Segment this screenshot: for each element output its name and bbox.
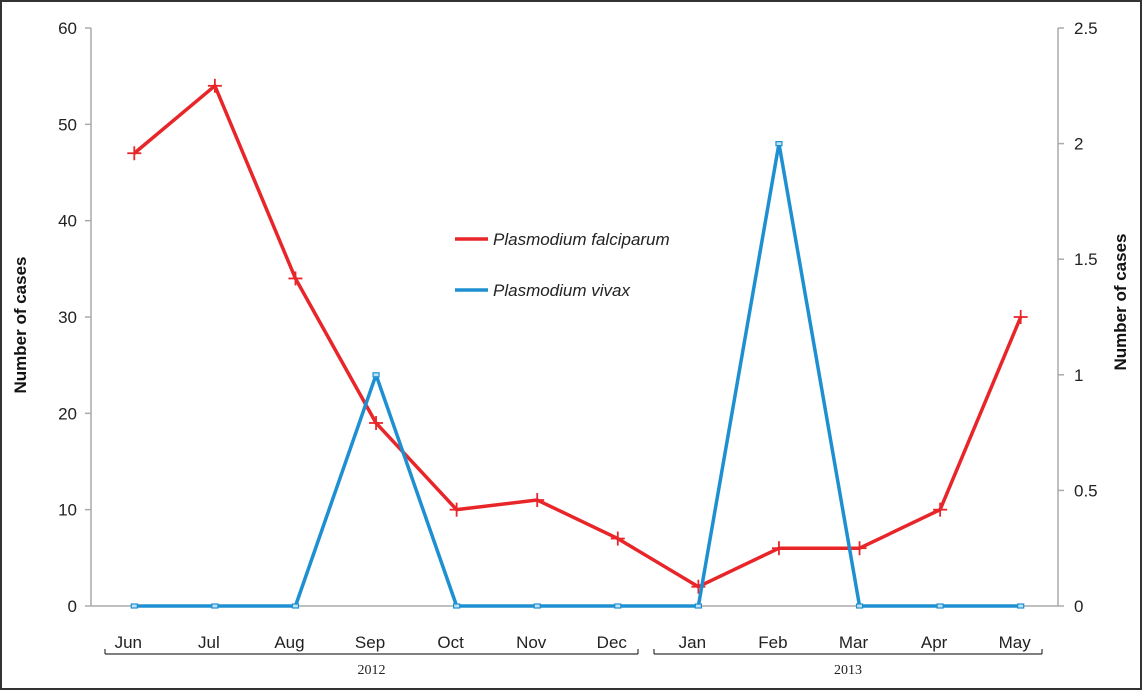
data-point-falciparum [207,78,222,93]
right-y-tick-label: 2.5 [1074,19,1098,38]
data-point-falciparum [369,415,384,430]
right-y-ticks: 0 0.5 1 1.5 2 2.5 [1058,19,1098,616]
x-tick-label: Nov [516,633,547,652]
data-point-falciparum [288,271,303,286]
x-tick-label: Aug [274,633,304,652]
data-point-vivax [614,603,622,609]
data-point-falciparum [771,541,786,556]
x-tick-label: Feb [758,633,787,652]
data-point-falciparum [852,541,867,556]
left-y-tick-label: 50 [58,115,77,134]
legend-label-vivax: Plasmodium vivax [493,281,630,300]
x-tick-label: Sep [355,633,385,652]
left-y-tick-label: 20 [58,404,77,423]
series-line-vivax [134,141,1021,608]
data-point-falciparum [127,146,142,161]
data-point-vivax [211,603,219,609]
data-point-vivax [291,603,300,609]
data-point-vivax [855,603,864,609]
x-tick-label: May [999,633,1032,652]
x-tick-label: Jan [679,633,706,652]
year-group-label: 2013 [834,663,862,678]
left-y-ticks: 0 10 20 30 40 50 60 [58,19,91,616]
data-point-vivax [775,141,783,147]
year-groups: 2012 2013 [104,649,1043,678]
x-tick-label: Oct [437,633,464,652]
right-y-axis-title: Number of cases [1111,234,1130,371]
data-point-vivax [1017,603,1025,609]
right-y-tick-label: 2 [1074,135,1083,154]
left-y-tick-label: 60 [58,19,77,38]
data-point-vivax [372,372,380,378]
right-y-tick-label: 1.5 [1074,250,1098,269]
right-y-tick-label: 0.5 [1074,481,1098,500]
year-group-label: 2012 [358,663,386,678]
data-point-falciparum [610,531,625,546]
right-y-tick-label: 1 [1074,366,1083,385]
data-point-vivax [130,603,138,609]
data-point-vivax [533,603,541,609]
left-y-tick-label: 30 [58,308,77,327]
left-y-axis-title: Number of cases [11,257,30,394]
data-point-falciparum [449,502,464,517]
right-y-tick-label: 0 [1074,597,1083,616]
data-point-vivax [694,603,702,609]
x-ticks: Jun Jul Aug Sep Oct Nov Dec Jan Feb Mar Apr May [115,633,1032,652]
data-point-falciparum [933,502,948,517]
x-tick-label: Dec [597,633,628,652]
series-line-falciparum [133,84,1023,589]
left-y-tick-label: 40 [58,212,77,231]
x-tick-label: Apr [921,633,948,652]
data-point-falciparum [1013,310,1028,324]
legend-label-falciparum: Plasmodium falciparum [493,230,670,249]
data-point-vivax [936,603,944,609]
data-point-vivax [453,603,461,609]
legend: Plasmodium falciparum Plasmodium vivax [455,230,670,300]
data-point-falciparum [530,493,545,508]
left-y-tick-label: 0 [68,597,77,616]
x-tick-label: Jun [115,633,142,652]
left-y-tick-label: 10 [58,501,77,520]
x-tick-label: Jul [198,633,220,652]
x-tick-label: Mar [839,633,869,652]
series-layer [127,78,1028,609]
